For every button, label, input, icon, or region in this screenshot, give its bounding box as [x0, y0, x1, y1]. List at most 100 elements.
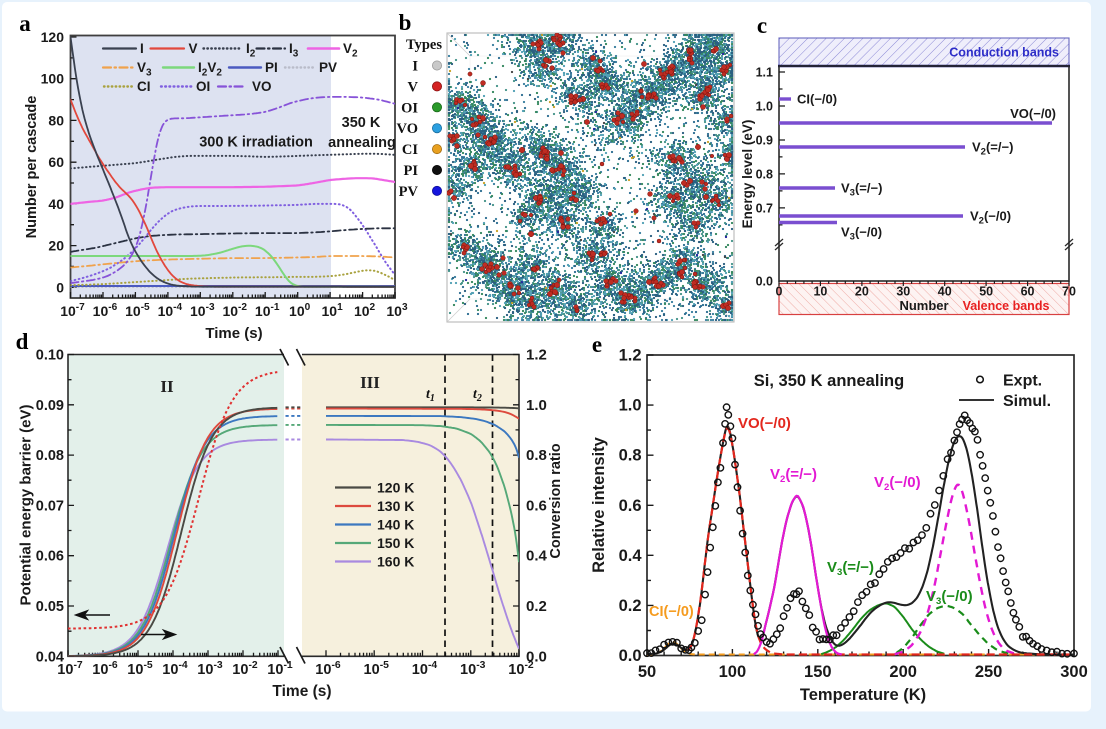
svg-text:VO(−/0): VO(−/0): [738, 415, 791, 432]
svg-text:0.6: 0.6: [526, 497, 547, 514]
svg-text:III: III: [360, 373, 380, 392]
svg-text:V2(−/0): V2(−/0): [874, 474, 921, 493]
svg-text:1.0: 1.0: [526, 397, 547, 414]
svg-text:70: 70: [1062, 285, 1076, 299]
svg-text:0.04: 0.04: [36, 649, 64, 665]
svg-text:0.07: 0.07: [36, 498, 64, 514]
svg-text:annealing: annealing: [328, 135, 396, 151]
svg-text:100: 100: [41, 71, 65, 87]
svg-text:0.08: 0.08: [36, 448, 64, 464]
svg-text:0.0: 0.0: [526, 648, 547, 665]
svg-text:Conduction bands: Conduction bands: [949, 46, 1059, 60]
svg-text:160 K: 160 K: [377, 554, 414, 570]
svg-text:100: 100: [719, 663, 747, 681]
svg-text:1.2: 1.2: [526, 347, 547, 364]
svg-text:40: 40: [938, 285, 952, 299]
svg-text:Conversion ratio: Conversion ratio: [548, 443, 564, 558]
svg-text:Number per cascade: Number per cascade: [24, 96, 40, 239]
svg-text:10: 10: [813, 285, 827, 299]
svg-text:20: 20: [48, 238, 64, 254]
svg-text:PV: PV: [399, 184, 419, 200]
svg-text:I2: I2: [246, 41, 256, 60]
svg-text:Relative intensity: Relative intensity: [590, 436, 608, 573]
svg-text:VO: VO: [397, 121, 418, 137]
svg-text:0: 0: [776, 285, 783, 299]
svg-text:Types: Types: [406, 37, 442, 53]
svg-text:Si, 350 K annealing: Si, 350 K annealing: [754, 372, 904, 390]
svg-text:OI: OI: [401, 100, 418, 116]
svg-text:V: V: [189, 41, 198, 56]
svg-text:1.1: 1.1: [756, 66, 773, 80]
svg-text:1.2: 1.2: [619, 347, 642, 365]
svg-text:I3: I3: [289, 41, 299, 60]
svg-text:Temperature (K): Temperature (K): [800, 686, 926, 704]
svg-text:PI: PI: [265, 60, 278, 75]
svg-text:140 K: 140 K: [377, 517, 414, 533]
svg-text:50: 50: [638, 663, 656, 681]
svg-text:0.8: 0.8: [526, 447, 547, 464]
svg-text:e: e: [592, 332, 602, 357]
svg-text:0.9: 0.9: [756, 133, 773, 147]
svg-text:c: c: [757, 13, 767, 38]
svg-text:120 K: 120 K: [377, 480, 414, 496]
svg-text:0.10: 0.10: [36, 348, 64, 364]
svg-text:Time (s): Time (s): [205, 325, 262, 342]
svg-text:d: d: [16, 329, 29, 354]
svg-text:1.0: 1.0: [619, 397, 642, 415]
svg-text:0.06: 0.06: [36, 549, 64, 565]
svg-text:0.6: 0.6: [619, 497, 642, 515]
svg-text:120: 120: [41, 29, 65, 45]
svg-text:Potential energy barrier (eV): Potential energy barrier (eV): [18, 405, 35, 606]
svg-text:PI: PI: [404, 163, 419, 179]
svg-text:VO: VO: [252, 79, 272, 94]
svg-text:200: 200: [889, 663, 917, 681]
svg-text:II: II: [160, 377, 174, 396]
svg-text:50: 50: [979, 285, 993, 299]
svg-text:0.0: 0.0: [756, 275, 773, 289]
svg-text:t1: t1: [426, 387, 435, 404]
svg-text:30: 30: [896, 285, 910, 299]
svg-text:130 K: 130 K: [377, 498, 414, 514]
svg-text:VO(−/0): VO(−/0): [1010, 106, 1056, 121]
svg-text:300: 300: [1060, 663, 1088, 681]
svg-text:1.0: 1.0: [756, 99, 773, 113]
svg-text:CI: CI: [402, 142, 418, 158]
svg-text:40: 40: [48, 196, 64, 212]
svg-text:0.7: 0.7: [756, 201, 773, 215]
svg-text:0.8: 0.8: [619, 447, 642, 465]
svg-text:V3(=/−): V3(=/−): [827, 559, 874, 578]
svg-text:0.8: 0.8: [756, 167, 773, 181]
svg-text:80: 80: [48, 112, 64, 128]
svg-text:0.4: 0.4: [619, 547, 643, 565]
svg-text:Valence bands: Valence bands: [963, 299, 1050, 313]
svg-text:20: 20: [855, 285, 869, 299]
svg-text:t2: t2: [473, 387, 482, 404]
svg-text:Expt.: Expt.: [1003, 373, 1042, 390]
svg-text:60: 60: [48, 154, 64, 170]
svg-text:a: a: [19, 11, 31, 36]
svg-text:150: 150: [804, 663, 832, 681]
svg-text:CI: CI: [137, 79, 151, 94]
svg-text:b: b: [399, 10, 412, 35]
svg-text:Simul.: Simul.: [1003, 393, 1051, 410]
svg-text:Number: Number: [899, 298, 948, 313]
svg-text:250: 250: [975, 663, 1003, 681]
svg-text:0.4: 0.4: [526, 548, 548, 565]
svg-text:0.0: 0.0: [619, 647, 642, 665]
svg-text:150 K: 150 K: [377, 535, 414, 551]
svg-text:V3(−/0): V3(−/0): [926, 588, 973, 607]
svg-text:60: 60: [1021, 285, 1035, 299]
svg-text:I: I: [412, 59, 418, 75]
svg-text:350 K: 350 K: [342, 115, 381, 131]
svg-text:0.05: 0.05: [36, 599, 64, 615]
svg-text:OI: OI: [196, 79, 210, 94]
svg-text:V: V: [408, 79, 419, 95]
svg-text:PV: PV: [319, 60, 337, 75]
svg-text:0.09: 0.09: [36, 398, 64, 414]
svg-text:Energy level (eV): Energy level (eV): [740, 120, 755, 229]
svg-text:300 K irradiation: 300 K irradiation: [199, 135, 313, 151]
svg-text:Time (s): Time (s): [272, 683, 331, 700]
svg-text:CI(−/0): CI(−/0): [797, 92, 837, 107]
svg-text:V2(=/−): V2(=/−): [770, 466, 817, 485]
svg-text:0: 0: [56, 279, 64, 295]
